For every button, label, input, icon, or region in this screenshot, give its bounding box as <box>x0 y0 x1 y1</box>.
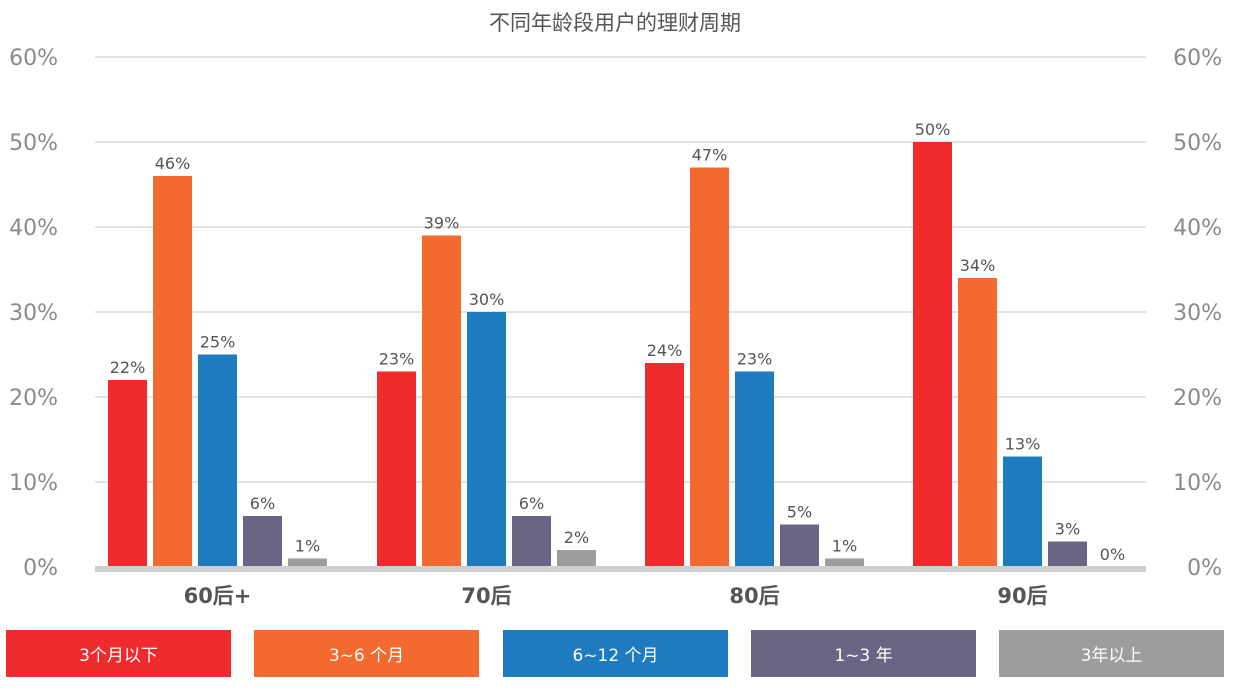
y-tick-label-right: 50% <box>1173 131 1222 156</box>
y-tick-label-right: 20% <box>1173 386 1222 411</box>
y-tick-label-right: 30% <box>1173 301 1222 326</box>
bar <box>108 380 147 567</box>
data-label: 30% <box>469 290 505 309</box>
y-axis-right: 0% 10% 20% 30% 40% 50% 60% <box>1173 46 1222 581</box>
bar <box>198 354 237 567</box>
y-axis-left: 0% 10% 20% 30% 40% 50% 60% <box>9 46 58 581</box>
legend: 3个月以下 3~6 个月 6~12 个月 1~3 年 3年以上 <box>0 630 1239 677</box>
x-category-label: 90后 <box>997 584 1047 608</box>
bar <box>557 550 596 567</box>
bar-chart: 不同年龄段用户的理财周期 0% 10% 20% 30% 40% 50% 60% 0% 10% 2… <box>9 11 1222 608</box>
x-category-label: 60后+ <box>184 584 252 608</box>
legend-label: 3个月以下 <box>79 646 158 666</box>
legend-item: 6~12 个月 <box>503 630 728 677</box>
legend-label: 3年以上 <box>1080 646 1143 666</box>
data-label: 22% <box>110 358 146 377</box>
data-label: 39% <box>424 214 460 233</box>
data-label: 23% <box>379 350 415 369</box>
x-category-label: 80后 <box>729 584 779 608</box>
bar <box>645 363 684 567</box>
bar <box>153 176 192 567</box>
legend-label: 6~12 个月 <box>572 646 659 666</box>
legend-label: 3~6 个月 <box>328 646 405 666</box>
bar <box>377 371 416 567</box>
data-label: 3% <box>1055 520 1080 539</box>
data-label: 0% <box>1100 545 1125 564</box>
bar <box>735 371 774 567</box>
data-label: 6% <box>519 494 544 513</box>
y-tick-label-right: 40% <box>1173 216 1222 241</box>
y-tick-label-left: 0% <box>23 556 58 581</box>
data-labels: 22% 46% 25% 6% 1% 23% 39% 30% 6% 2% 24% 47% 23% 5% 1% 5… <box>110 120 1125 564</box>
bar <box>780 524 819 567</box>
y-tick-label-right: 10% <box>1173 471 1222 496</box>
legend-item: 3~6 个月 <box>254 630 479 677</box>
y-tick-label-right: 60% <box>1173 46 1222 71</box>
data-label: 13% <box>1005 435 1041 454</box>
legend-item: 3年以上 <box>999 630 1224 677</box>
data-label: 25% <box>200 333 236 352</box>
bar <box>913 142 952 567</box>
data-label: 50% <box>915 120 951 139</box>
bar <box>467 312 506 567</box>
data-label: 23% <box>737 350 773 369</box>
bar <box>243 516 282 567</box>
bar <box>825 558 864 567</box>
x-category-label: 70后 <box>461 584 511 608</box>
data-label: 5% <box>787 503 812 522</box>
data-label: 1% <box>832 537 857 556</box>
bars <box>108 142 1087 567</box>
legend-label: 1~3 年 <box>834 646 893 666</box>
data-label: 1% <box>295 537 320 556</box>
data-label: 2% <box>564 528 589 547</box>
data-label: 47% <box>692 146 728 165</box>
x-axis: 60后+ 70后 80后 90后 <box>95 566 1146 608</box>
data-label: 46% <box>155 154 191 173</box>
bar <box>512 516 551 567</box>
data-label: 24% <box>647 341 683 360</box>
data-label: 6% <box>250 494 275 513</box>
bar <box>288 558 327 567</box>
bar <box>958 278 997 567</box>
y-tick-label-left: 30% <box>9 301 58 326</box>
chart-title: 不同年龄段用户的理财周期 <box>489 11 741 35</box>
y-tick-label-right: 0% <box>1187 556 1222 581</box>
bar <box>1003 456 1042 567</box>
y-tick-label-left: 10% <box>9 471 58 496</box>
bar <box>422 235 461 567</box>
legend-item: 1~3 年 <box>751 630 976 677</box>
y-tick-label-left: 60% <box>9 46 58 71</box>
y-tick-label-left: 40% <box>9 216 58 241</box>
data-label: 34% <box>960 256 996 275</box>
legend-item: 3个月以下 <box>6 630 231 677</box>
bar <box>1048 541 1087 567</box>
x-axis-baseline <box>95 566 1146 572</box>
y-tick-label-left: 20% <box>9 386 58 411</box>
bar <box>690 167 729 567</box>
y-tick-label-left: 50% <box>9 131 58 156</box>
